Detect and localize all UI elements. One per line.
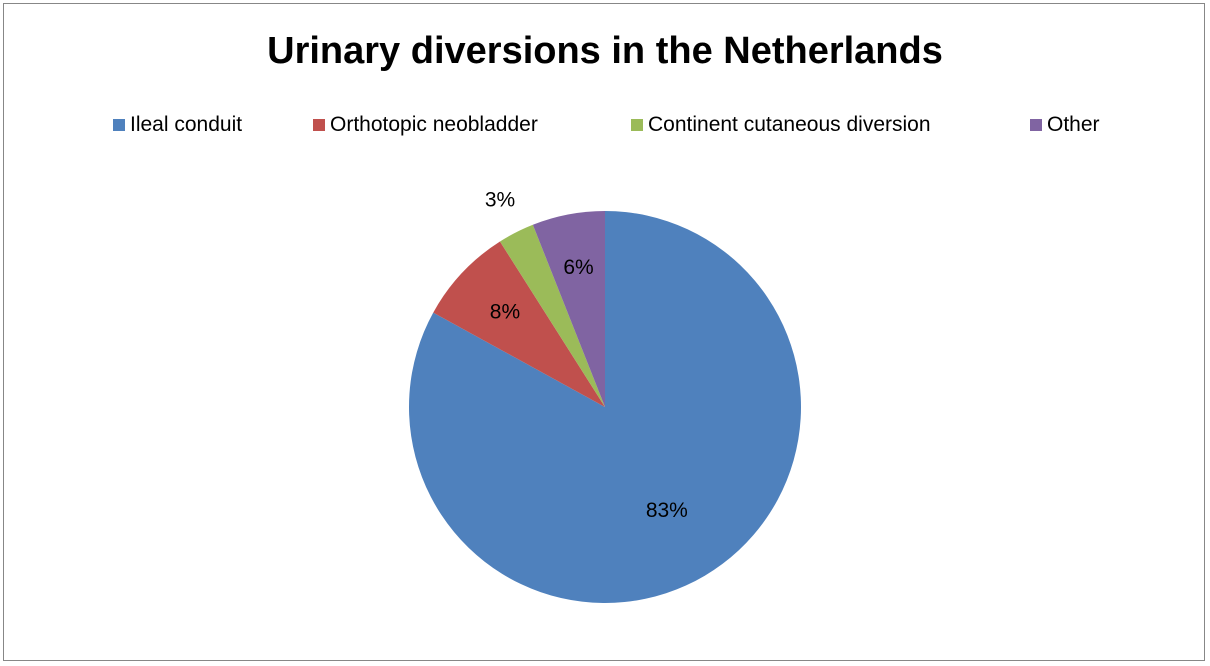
data-label-continent-cutaneous-diversion: 3% (485, 188, 515, 211)
pie-slice-orthotopic-neobladder (433, 241, 605, 407)
data-label-ileal-conduit: 83% (646, 499, 688, 522)
pie-slice-other (532, 211, 605, 407)
pie-slice-continent-cutaneous-diversion (499, 224, 605, 407)
chart-title: Urinary diversions in the Netherlands (267, 30, 943, 72)
data-label-other: 6% (563, 256, 593, 279)
data-label-orthotopic-neobladder: 8% (490, 301, 520, 324)
